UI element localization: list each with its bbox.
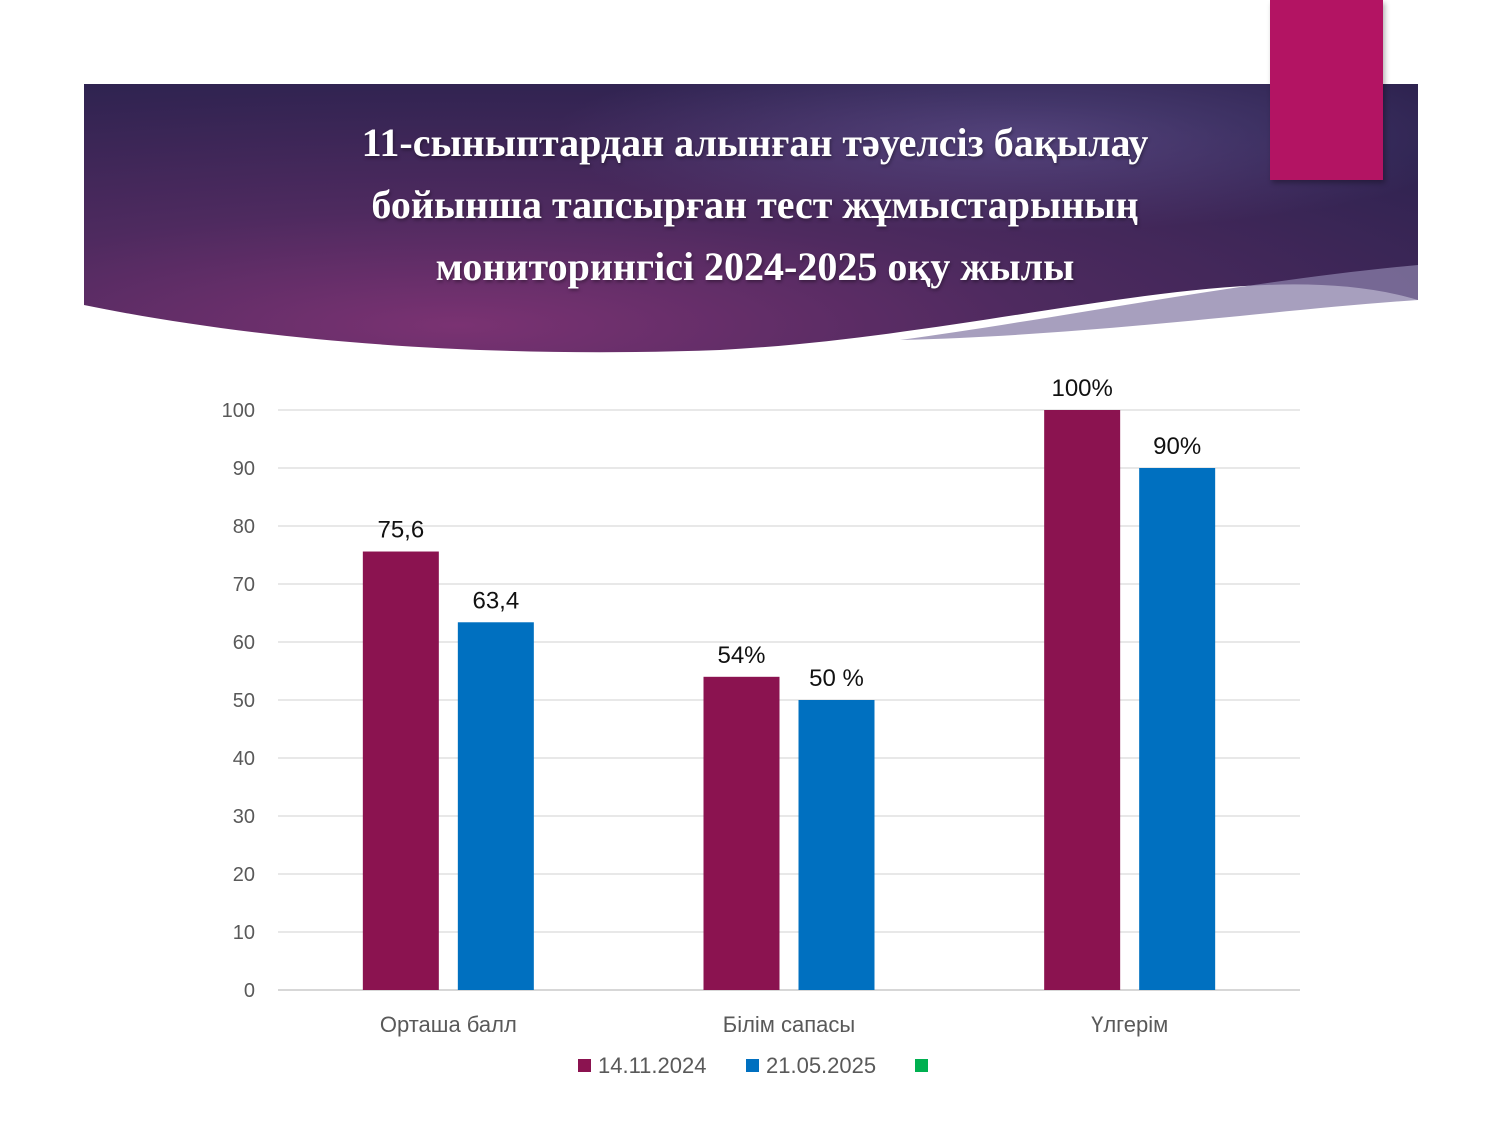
data-label: 90% <box>1153 433 1201 460</box>
title-banner <box>84 84 1418 353</box>
y-tick-label: 40 <box>233 748 255 770</box>
legend-label: 21.05.2025 <box>766 1053 876 1078</box>
legend-swatch <box>746 1059 759 1072</box>
bar-2-2 <box>798 700 875 990</box>
slide-title: 11-сыныптардан алынған тәуелсіз бақылау … <box>200 112 1310 298</box>
category-label: Үлгерім <box>1091 1012 1168 1037</box>
bar-1-2 <box>703 676 780 990</box>
bar-2-3 <box>1139 468 1216 990</box>
data-labels: 75,6 63,4 54% 50 % 100% 90% <box>377 375 1201 692</box>
y-axis-ticks: 0 10 20 30 40 50 60 70 80 90 100 <box>222 400 255 1002</box>
y-tick-label: 70 <box>233 574 255 596</box>
title-line-1: 11-сыныптардан алынған тәуелсіз бақылау <box>361 120 1149 165</box>
y-tick-label: 20 <box>233 864 255 886</box>
title-line-3: мониторингісі 2024-2025 оқу жылы <box>435 244 1075 289</box>
y-tick-label: 50 <box>233 690 255 712</box>
banner-swoosh <box>900 265 1418 340</box>
bar-2-1 <box>457 622 534 990</box>
bars <box>362 410 1216 990</box>
banner-glow <box>84 84 1418 353</box>
x-axis-categories: Орташа балл Білім сапасы Үлгерім <box>380 1012 1168 1037</box>
data-label: 50 % <box>809 665 864 692</box>
data-label: 75,6 <box>377 517 424 544</box>
accent-rectangle <box>1270 0 1383 180</box>
y-tick-label: 100 <box>222 400 255 422</box>
y-tick-label: 90 <box>233 458 255 480</box>
gridlines <box>278 409 1300 991</box>
data-label: 54% <box>717 642 765 669</box>
title-line-2: бойынша тапсырған тест жұмыстарының <box>371 182 1139 227</box>
y-tick-label: 60 <box>233 632 255 654</box>
data-label: 100% <box>1051 375 1112 402</box>
y-tick-label: 80 <box>233 516 255 538</box>
y-tick-label: 0 <box>244 980 255 1002</box>
data-label: 63,4 <box>472 587 519 614</box>
bar-1-3 <box>1044 410 1121 990</box>
legend: 14.11.2024 21.05.2025 <box>578 1053 928 1078</box>
category-label: Орташа балл <box>380 1012 517 1037</box>
legend-swatch <box>578 1059 591 1072</box>
legend-label: 14.11.2024 <box>598 1053 706 1078</box>
legend-swatch <box>915 1059 928 1072</box>
y-tick-label: 10 <box>233 922 255 944</box>
bar-1-1 <box>362 551 439 990</box>
category-label: Білім сапасы <box>723 1012 855 1037</box>
y-tick-label: 30 <box>233 806 255 828</box>
